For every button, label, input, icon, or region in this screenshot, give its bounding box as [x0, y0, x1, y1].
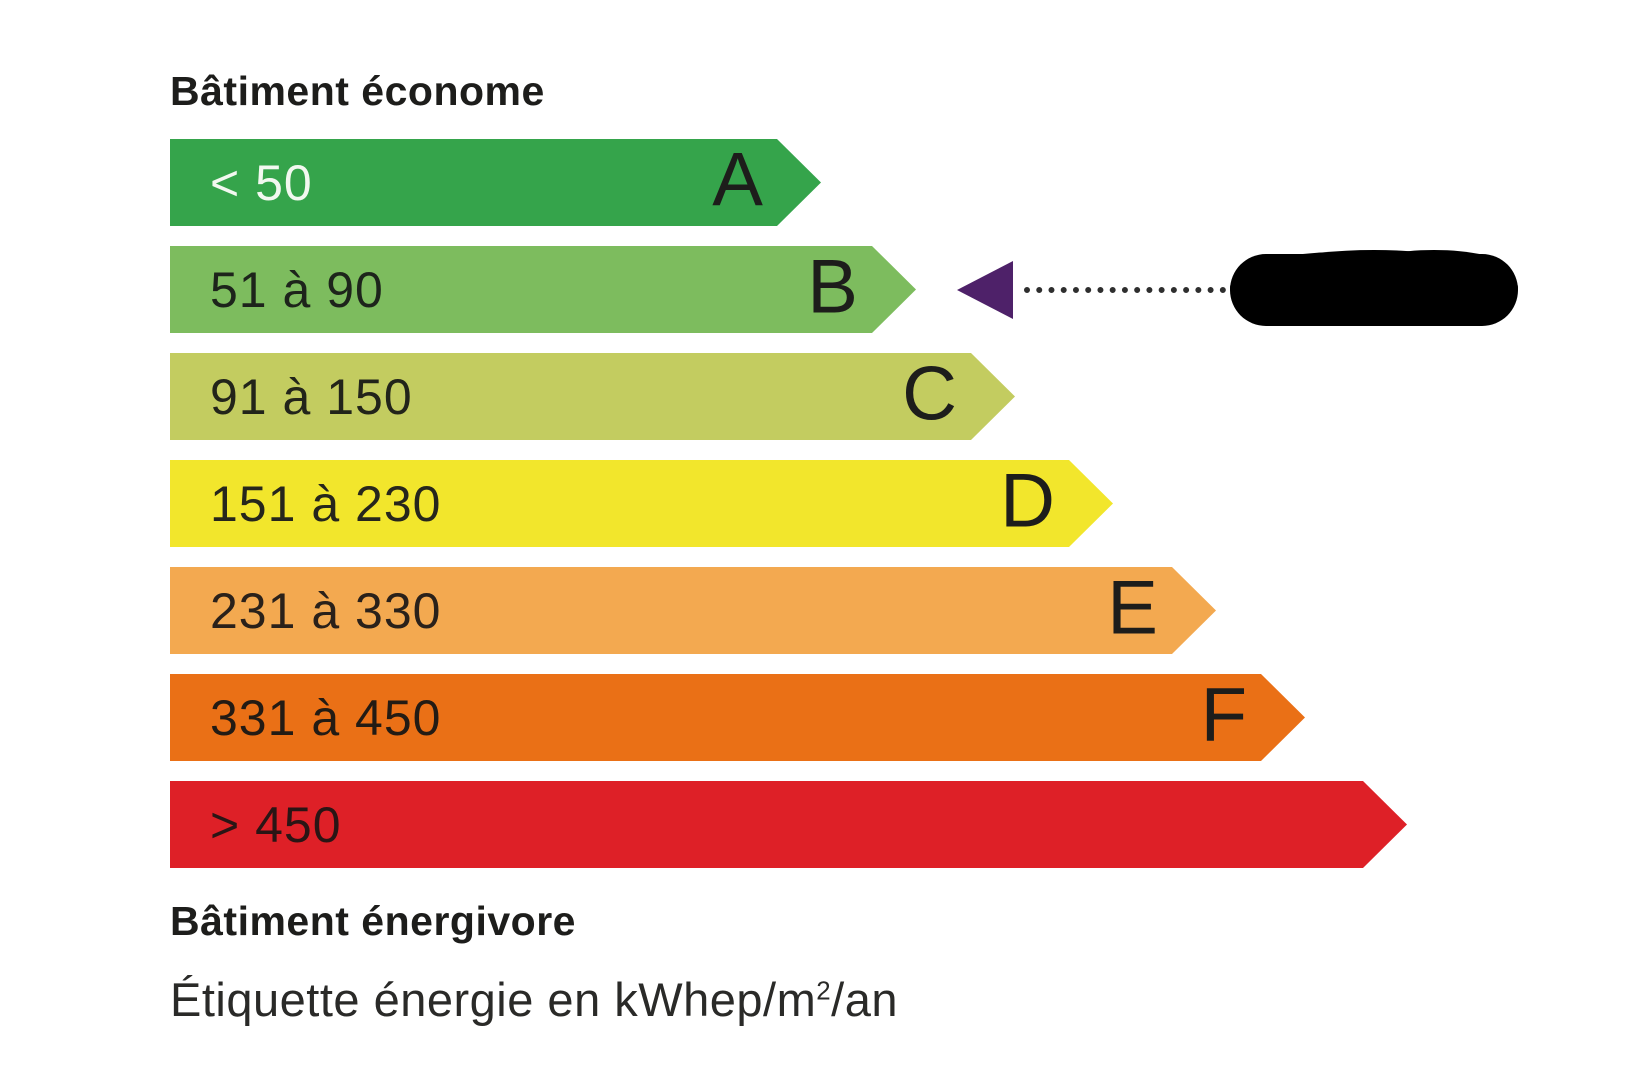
range-label-D: 151 à 230 — [210, 475, 442, 532]
redacted-value-blob — [1222, 238, 1528, 339]
redaction-ink-icon — [1230, 250, 1518, 326]
energy-class-row-A: < 50 A — [170, 139, 1407, 226]
range-label-E: 231 à 330 — [210, 582, 442, 639]
superscript-2: 2 — [816, 977, 832, 1006]
energy-class-row-F: 331 à 450 F — [170, 674, 1407, 761]
energy-class-bar-F: 331 à 450 F — [170, 674, 1305, 761]
energy-class-bar-C: 91 à 150 C — [170, 353, 1015, 440]
energy-intensive-building-label: Bâtiment énergivore — [170, 898, 576, 944]
energy-class-bar-E: 231 à 330 E — [170, 567, 1216, 654]
class-letter-E: E — [1107, 565, 1158, 651]
indicator-dotted-line — [1024, 287, 1226, 293]
class-letter-A: A — [712, 137, 763, 223]
range-label-B: 51 à 90 — [210, 261, 384, 318]
energy-class-bar-D: 151 à 230 D — [170, 460, 1113, 547]
class-indicator-arrow-icon — [957, 261, 1013, 319]
class-letter-C: C — [902, 351, 957, 437]
economical-building-label: Bâtiment économe — [170, 68, 545, 114]
energy-class-bar-B: 51 à 90 B — [170, 246, 916, 333]
class-letter-F: F — [1200, 672, 1247, 758]
energy-class-bar-G: > 450 — [170, 781, 1407, 868]
energy-class-row-E: 231 à 330 E — [170, 567, 1407, 654]
energy-class-row-G: > 450 — [170, 781, 1407, 868]
range-label-F: 331 à 450 — [210, 689, 442, 746]
energy-class-bars: < 50 A 51 à 90 B 91 à 150 C 151 à 230 D 231 à 33… — [170, 139, 1407, 888]
energy-label-caption: Étiquette énergie en kWhep/m2/an — [170, 973, 898, 1026]
class-letter-B: B — [807, 244, 858, 330]
energy-class-row-C: 91 à 150 C — [170, 353, 1407, 440]
energy-class-row-D: 151 à 230 D — [170, 460, 1407, 547]
energy-class-row-B: 51 à 90 B — [170, 246, 1407, 333]
range-label-G: > 450 — [210, 796, 342, 853]
range-label-A: < 50 — [210, 154, 313, 211]
range-label-C: 91 à 150 — [210, 368, 413, 425]
class-letter-D: D — [1000, 458, 1055, 544]
energy-class-bar-A: < 50 A — [170, 139, 821, 226]
